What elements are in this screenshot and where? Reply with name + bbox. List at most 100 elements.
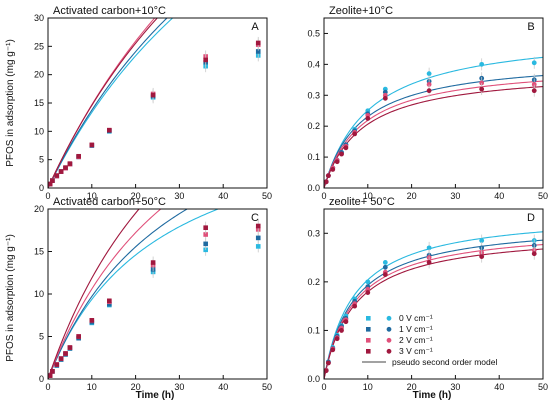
panel-d-ytick-label: 0.2 xyxy=(307,277,320,287)
panel-b-xtick-label: 30 xyxy=(450,191,460,201)
legend-label-2v: 2 V cm⁻¹ xyxy=(399,335,433,345)
legend-label-model: pseudo second order model xyxy=(392,357,497,367)
panel-a-xtick-label: 30 xyxy=(174,191,184,201)
panel-c-point-s3-1 xyxy=(50,369,55,374)
panel-d-ytick-label: 0.3 xyxy=(307,228,320,238)
panel-c-fit-curve-0 xyxy=(48,209,220,379)
panel-c-xtick-label: 10 xyxy=(87,382,97,392)
panel-b-point-s3-0 xyxy=(323,179,329,185)
panel-b-point-s3-9 xyxy=(426,88,432,94)
panel-a-ytick-label: 30 xyxy=(34,13,44,23)
panel-a-point-s3-9 xyxy=(150,92,156,98)
panel-d-xtick-label: 40 xyxy=(494,382,504,392)
legend-entry-1v: 1 V cm⁻¹ xyxy=(366,324,433,334)
legend-circle-0v xyxy=(386,315,392,321)
panel-d-ytick-label: 0.1 xyxy=(307,325,320,335)
panel-a-fits xyxy=(48,18,174,188)
panel-d-point-s1-8 xyxy=(382,264,388,270)
panel-a-xtick-label: 40 xyxy=(218,191,228,201)
legend-entry-model: pseudo second order model xyxy=(362,357,497,367)
panel-d-points xyxy=(323,234,537,374)
panel-b-point-s3-2 xyxy=(330,167,336,172)
panel-a-point-s3-7 xyxy=(89,142,95,148)
panel-a-ytick-label: 15 xyxy=(34,98,44,108)
panel-d-point-s3-6 xyxy=(352,303,358,309)
panel-d-point-s3-10 xyxy=(479,254,485,259)
panel-d-point-s3-11 xyxy=(531,251,537,257)
panel-b-point-s2-11 xyxy=(531,82,537,87)
legend-label-1v: 1 V cm⁻¹ xyxy=(399,324,433,334)
panel-d-point-s2-7 xyxy=(365,286,371,292)
panel-d-xtick-label: 50 xyxy=(538,382,548,392)
panel-c-point-s3-4 xyxy=(63,351,68,356)
panel-c-fit-curve-3 xyxy=(48,209,140,379)
panel-c-point-s3-9 xyxy=(150,260,156,265)
panel-a-ytick-label: 10 xyxy=(34,126,44,136)
panel-c-ytick-label: 5 xyxy=(39,332,44,342)
panel-b-point-s0-9 xyxy=(426,71,432,77)
panel-a-xtick-label: 0 xyxy=(45,191,50,201)
panel-a-frame xyxy=(47,17,268,189)
panel-c-title: Activated carbon+50°C xyxy=(53,196,166,208)
panel-b-title: Zeolite+10°C xyxy=(329,5,393,17)
panel-b-point-s3-5 xyxy=(343,145,349,151)
panel-a-letter: A xyxy=(251,21,259,33)
panel-a-point-s3-4 xyxy=(63,165,68,170)
panel-a-point-s3-8 xyxy=(107,127,112,133)
panel-d-point-s3-1 xyxy=(325,360,331,366)
panel-c-xtick-label: 0 xyxy=(45,382,50,392)
panel-d-fit-curve-1 xyxy=(324,239,543,379)
panel-d-point-s0-10 xyxy=(479,238,485,243)
panel-b-points xyxy=(323,56,537,185)
panel-d: 0 10 20 30 40 50 0.0 0.1 0.2 0.3 zeolite+ 50°C D xyxy=(307,196,548,392)
panel-a-point-s3-5 xyxy=(67,161,73,166)
panel-c-fit-curve-1 xyxy=(48,209,189,379)
panel-d-fits xyxy=(324,231,543,379)
panel-b-xtick-label: 10 xyxy=(363,191,373,201)
panel-c-point-s3-5 xyxy=(67,345,73,350)
panel-b-xtick-label: 0 xyxy=(321,191,326,201)
panel-c-xtick-label: 30 xyxy=(174,382,184,392)
panel-c-point-s1-10 xyxy=(203,241,208,247)
panel-d-point-s3-0 xyxy=(323,368,329,374)
panel-a-point-s3-0 xyxy=(47,181,53,187)
panel-a-point-s3-10 xyxy=(203,57,208,63)
panel-a-point-s3-2 xyxy=(54,173,60,178)
panel-c-xtick-label: 50 xyxy=(262,382,272,392)
panel-d-point-s3-5 xyxy=(343,319,349,325)
panel-a-fit-curve-1 xyxy=(48,18,168,188)
panel-a-title: Activated carbon+10°C xyxy=(53,5,166,17)
legend-square-0v xyxy=(366,316,371,321)
panel-c-point-s0-11 xyxy=(255,244,261,249)
y-axis-label-bottom: PFOS in adsorption (mg g⁻¹) xyxy=(5,234,16,362)
panel-a-ytick-label: 25 xyxy=(34,41,44,51)
panel-b: 0 10 20 30 40 50 0.0 0.1 0.2 0.3 0.4 0.5 Zeolite+10°… xyxy=(307,5,548,201)
panel-d-point-s3-7 xyxy=(365,290,371,295)
panel-d-xtick-label: 0 xyxy=(321,382,326,392)
panel-b-ytick-label: 0.0 xyxy=(307,183,320,193)
panel-b-xtick-label: 50 xyxy=(538,191,548,201)
panel-a-point-s3-11 xyxy=(255,40,261,46)
panel-b-fit-curve-2 xyxy=(324,80,543,188)
legend-square-2v xyxy=(366,338,371,343)
panel-c-fit-curve-2 xyxy=(48,209,162,379)
panel-b-fit-curve-0 xyxy=(324,56,543,188)
panel-a-xtick-label: 20 xyxy=(131,191,141,201)
legend-label-0v: 0 V cm⁻¹ xyxy=(399,313,433,323)
panel-d-ytick-label: 0.0 xyxy=(307,374,320,384)
panel-d-xtick-label: 10 xyxy=(363,382,373,392)
panel-a-point-s3-6 xyxy=(76,153,81,159)
legend-square-1v xyxy=(366,327,371,332)
panel-c-xtick-label: 40 xyxy=(218,382,228,392)
panel-b-point-s3-10 xyxy=(479,86,485,92)
panel-c-point-s2-10 xyxy=(203,232,208,237)
panel-b-ytick-label: 0.3 xyxy=(307,90,320,100)
y-axis-label-top: PFOS in adsorption (mg g⁻¹) xyxy=(5,39,16,167)
legend-circle-1v xyxy=(386,326,392,332)
panel-d-fit-curve-3 xyxy=(324,248,543,379)
legend-square-3v xyxy=(366,349,371,354)
panel-b-fit-curve-3 xyxy=(324,86,543,188)
panel-c-point-s3-3 xyxy=(58,356,64,361)
panel-d-point-s3-3 xyxy=(334,336,340,342)
